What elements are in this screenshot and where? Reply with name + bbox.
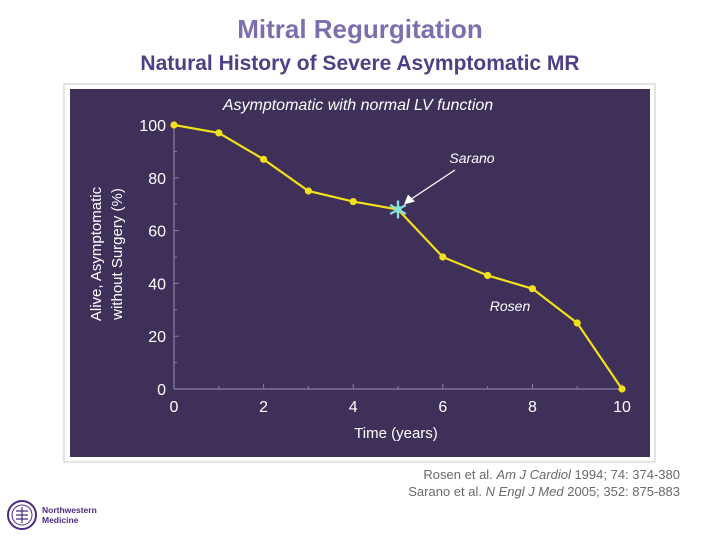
x-tick-label: 6 — [438, 399, 447, 416]
sarano-label: Sarano — [449, 150, 494, 166]
x-axis-label: Time (years) — [354, 425, 438, 442]
data-point — [215, 129, 223, 137]
axes: 0 20 40 60 80 100 0 2 4 6 8 10 — [139, 118, 631, 416]
chart-title: Asymptomatic with normal LV function — [222, 97, 493, 114]
data-point — [260, 155, 268, 163]
asterisk-stroke — [389, 203, 407, 216]
sarano-asterisk-marker — [389, 200, 407, 219]
y-tick-label: 80 — [148, 171, 166, 188]
y-tick-label: 20 — [148, 329, 166, 346]
data-point — [439, 253, 447, 261]
chart-frame — [63, 83, 656, 463]
sarano-arrowhead — [404, 194, 415, 205]
data-point — [618, 385, 626, 393]
northwestern-medicine-logo: Northwestern Medicine — [6, 497, 106, 537]
data-point — [484, 271, 492, 280]
slide-title: Mitral Regurgitation — [237, 14, 483, 44]
y-tick-label: 40 — [148, 276, 166, 293]
data-point — [170, 121, 178, 129]
data-point — [304, 187, 312, 195]
reference-details: 2005; 352: 875-883 — [563, 484, 680, 499]
y-tick-label: 0 — [157, 382, 166, 399]
reference-journal: Am J Cardiol — [496, 467, 571, 482]
rosen-label: Rosen — [490, 298, 531, 314]
y-axis-label-line1: Alive, Asymptomatic — [88, 186, 105, 321]
logo-line2: Medicine — [42, 515, 79, 525]
reference-authors: Sarano et al. — [408, 484, 486, 499]
logo-line1: Northwestern — [42, 505, 97, 515]
data-point — [349, 197, 357, 206]
reference-journal: N Engl J Med — [485, 484, 564, 499]
reference-rosen: Rosen et al. Am J Cardiol 1994; 74: 374-… — [300, 466, 680, 483]
y-axis-label-line2: without Surgery (%) — [109, 188, 126, 321]
university-seal-icon — [7, 500, 37, 530]
data-point — [528, 285, 537, 293]
y-axis-label: Alive, Asymptomatic without Surgery (%) — [88, 186, 126, 321]
sarano-arrow — [405, 169, 456, 204]
x-tick-label: 8 — [528, 399, 537, 416]
logo-wordmark: Northwestern Medicine — [42, 505, 106, 525]
reference-authors: Rosen et al. — [423, 467, 497, 482]
data-point — [573, 319, 581, 327]
y-tick-label: 100 — [139, 118, 166, 135]
x-tick-label: 0 — [170, 399, 179, 416]
plot-background — [70, 89, 650, 457]
reference-sarano: Sarano et al. N Engl J Med 2005; 352: 87… — [300, 483, 680, 500]
slide-subtitle: Natural History of Severe Asymptomatic M… — [140, 52, 580, 75]
y-tick-label: 60 — [148, 224, 166, 241]
annotation-layer: Sarano Rosen — [389, 150, 531, 314]
reference-details: 1994; 74: 374-380 — [570, 467, 680, 482]
x-tick-label: 2 — [259, 399, 268, 416]
x-tick-label: 10 — [613, 399, 631, 416]
x-tick-label: 4 — [349, 399, 358, 416]
references: Rosen et al. Am J Cardiol 1994; 74: 374-… — [300, 466, 680, 500]
